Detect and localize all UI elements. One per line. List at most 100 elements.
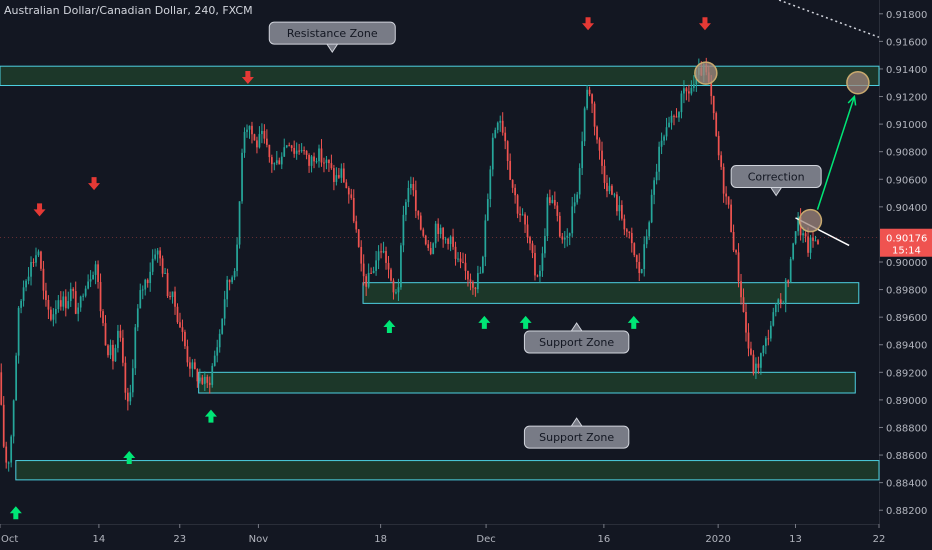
candle-body [122,337,124,363]
price-tick-label: 0.91400 [886,65,927,76]
up-arrow-icon [519,315,532,329]
candle-body [270,157,273,165]
candle-body [37,251,40,256]
callout-correction: Correction [730,165,822,197]
candle-body [243,131,246,153]
candle-body [45,290,47,300]
candle-body [576,194,579,203]
candle-body [82,295,85,297]
candle-body [442,227,444,240]
candle-body [32,262,35,264]
candle-body [256,140,258,148]
candle-body [784,280,787,303]
candle-body [303,150,305,152]
candle-body [755,363,757,374]
candle-body [454,246,457,259]
candle-body [330,163,333,169]
price-tick-label: 0.88600 [886,451,927,462]
candle-body [35,255,37,263]
candle-body [171,291,174,297]
candle-body [280,156,283,165]
candle-body [514,187,516,196]
candle-body [221,318,224,334]
time-tick-label: 14 [93,534,106,545]
candle-body [412,183,415,191]
candle-body [499,120,502,123]
candle-body [635,255,638,262]
price-tick-label: 0.89800 [886,286,927,297]
candle-body [323,162,325,164]
candle-body [15,355,18,401]
down-arrow-icon [582,17,595,31]
candle-body [139,290,142,309]
candle-body [802,233,804,236]
candle-body [740,281,742,298]
candle-body [20,300,22,308]
up-arrow-icon [9,506,22,520]
candle-body [72,288,75,292]
candle-body [313,156,315,162]
candle-body [556,205,559,216]
time-tick-label: 22 [873,534,886,545]
candle-body [17,307,20,356]
candle-body [782,302,785,304]
candle-body [772,312,775,326]
candle-body [74,291,77,314]
candles [0,57,819,472]
candle-body [99,281,102,312]
candle-body [400,245,402,288]
candle-body [531,243,534,254]
candle-body [315,161,318,163]
candle-body [342,168,345,183]
callout-box [268,21,396,45]
candle-body [345,182,348,189]
candle-body [601,150,603,166]
candle-body [449,236,452,244]
candle-body [328,159,330,164]
candle-body [690,87,693,94]
candle-body [717,135,720,156]
callout-resistance-zone: Resistance Zone [268,21,396,53]
candle-body [253,134,256,141]
candle-body [511,179,514,188]
candle-body [134,327,137,369]
candle-body [586,89,588,109]
candle-body [509,160,512,180]
candle-body [407,187,410,203]
candle-body [417,210,420,216]
candle-body [422,229,425,236]
candle-body [258,134,261,148]
candle-body [392,280,395,293]
time-tick-label: 16 [598,534,611,545]
candle-body [283,147,286,157]
candle-body [501,120,504,133]
candle-body [395,292,397,294]
candle-body [608,185,611,192]
candle-body [372,270,375,274]
candle-body [117,330,119,349]
time-tick-label: 2020 [705,534,730,545]
price-tick-label: 0.90400 [886,203,927,214]
candle-body [52,314,55,320]
candle-body [747,332,750,349]
candle-body [817,240,819,245]
candle-body [89,279,92,282]
candle-body [633,243,636,256]
candle-body [779,299,782,304]
candle-body [638,261,641,274]
candle-body [814,240,817,242]
candle-body [194,362,196,370]
candle-body [320,148,323,163]
candle-body [25,280,27,288]
last-price-label: 0.90176 [886,234,927,245]
up-arrow-icon [478,315,491,329]
candle-body [688,91,690,94]
candle-body [109,344,112,356]
candle-body [645,236,648,245]
candle-body [397,287,400,293]
candle-body [762,345,765,354]
candle-body [452,236,454,247]
up-arrow-icon [204,409,217,423]
